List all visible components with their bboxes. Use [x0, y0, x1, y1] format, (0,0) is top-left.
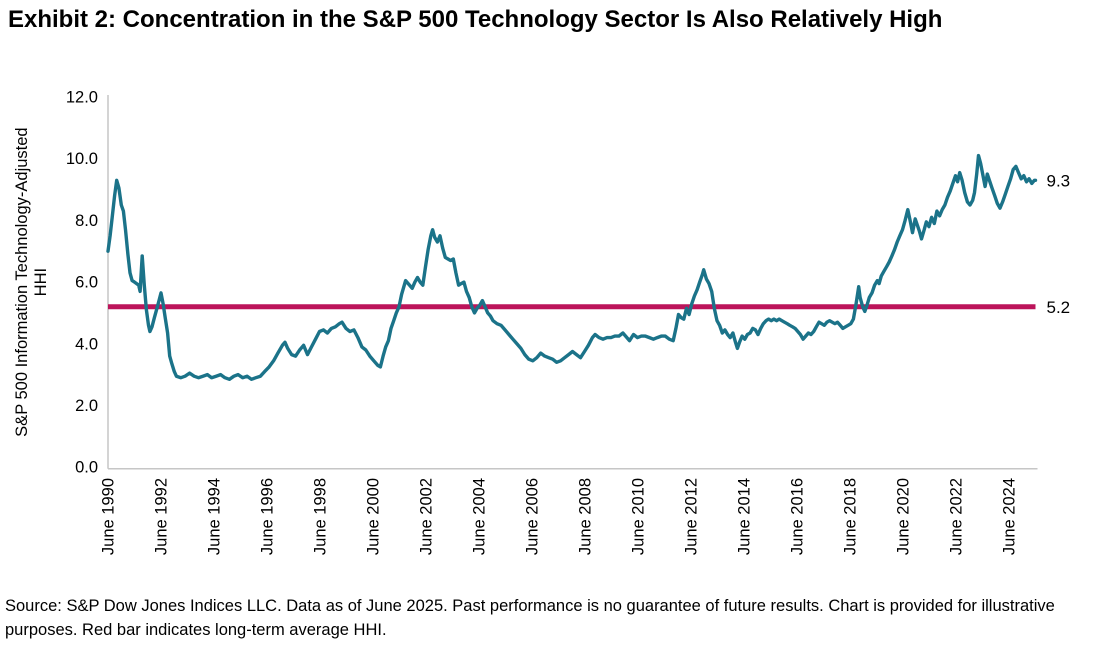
x-tick-label: June 2002 — [418, 478, 436, 555]
y-tick-label: 12.0 — [66, 89, 98, 107]
source-note: Source: S&P Dow Jones Indices LLC. Data … — [5, 597, 1055, 639]
x-tick-label: June 2008 — [577, 478, 595, 555]
page-title: Exhibit 2: Concentration in the S&P 500 … — [8, 6, 943, 33]
x-tick-label: June 2006 — [524, 478, 542, 555]
x-tick-label: June 2022 — [948, 478, 966, 555]
x-tick-label: June 2020 — [895, 478, 913, 555]
y-axis-title: HHI — [32, 268, 50, 296]
x-tick-label: June 2024 — [1001, 478, 1019, 555]
x-tick-label: June 1992 — [153, 478, 171, 555]
x-tick-label: June 2000 — [365, 478, 383, 555]
y-tick-label: 4.0 — [75, 335, 98, 353]
x-tick-label: June 1998 — [312, 478, 330, 555]
x-tick-label: June 2016 — [789, 478, 807, 555]
y-tick-label: 6.0 — [75, 274, 98, 292]
y-tick-label: 0.0 — [75, 459, 98, 477]
x-tick-label: June 1990 — [100, 478, 118, 555]
line-end-value-label: 9.3 — [1047, 171, 1071, 190]
x-tick-label: June 2010 — [630, 478, 648, 555]
y-tick-label: 2.0 — [75, 397, 98, 415]
hhi-series-line — [106, 153, 1038, 381]
x-tick-label: June 1996 — [259, 478, 277, 555]
y-tick-label: 8.0 — [75, 212, 98, 230]
average-value-label: 5.2 — [1047, 298, 1071, 317]
x-tick-label: June 2004 — [471, 478, 489, 555]
x-tick-label: June 2014 — [736, 478, 754, 555]
x-tick-label: June 2012 — [683, 478, 701, 555]
x-tick-label: June 1994 — [206, 478, 224, 555]
y-tick-label: 10.0 — [66, 150, 98, 168]
x-tick-label: June 2018 — [842, 478, 860, 555]
y-axis-title: S&P 500 Information Technology-Adjusted — [13, 127, 31, 436]
